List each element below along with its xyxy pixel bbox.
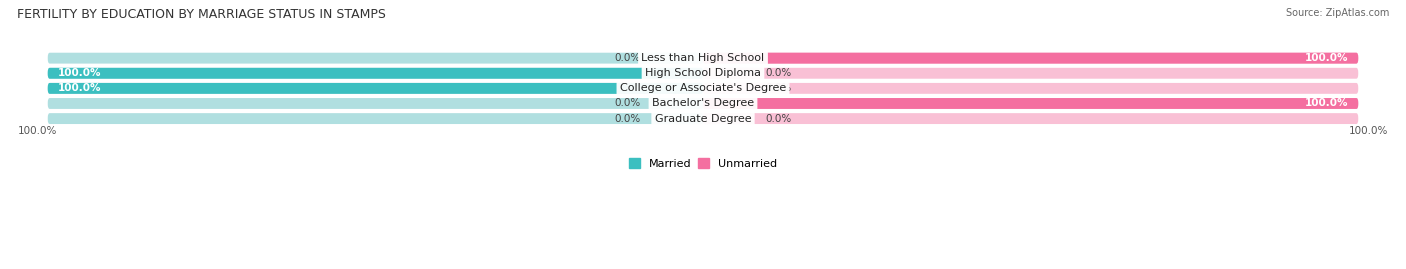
FancyBboxPatch shape <box>703 83 755 94</box>
FancyBboxPatch shape <box>48 113 703 124</box>
Text: Bachelor's Degree: Bachelor's Degree <box>652 98 754 108</box>
FancyBboxPatch shape <box>651 53 703 63</box>
Text: 100.0%: 100.0% <box>1305 53 1348 63</box>
FancyBboxPatch shape <box>703 53 1358 63</box>
Text: 100.0%: 100.0% <box>1348 126 1388 136</box>
Text: 0.0%: 0.0% <box>614 53 641 63</box>
Text: Graduate Degree: Graduate Degree <box>655 114 751 123</box>
FancyBboxPatch shape <box>48 68 703 79</box>
Text: FERTILITY BY EDUCATION BY MARRIAGE STATUS IN STAMPS: FERTILITY BY EDUCATION BY MARRIAGE STATU… <box>17 8 385 21</box>
Text: 100.0%: 100.0% <box>58 68 101 78</box>
FancyBboxPatch shape <box>703 98 1358 109</box>
Text: 0.0%: 0.0% <box>765 68 792 78</box>
Text: 0.0%: 0.0% <box>614 114 641 123</box>
FancyBboxPatch shape <box>651 98 703 109</box>
FancyBboxPatch shape <box>48 83 703 94</box>
FancyBboxPatch shape <box>651 113 703 124</box>
FancyBboxPatch shape <box>703 68 1358 79</box>
Text: Less than High School: Less than High School <box>641 53 765 63</box>
FancyBboxPatch shape <box>703 53 1358 63</box>
FancyBboxPatch shape <box>703 98 1358 109</box>
Text: 100.0%: 100.0% <box>1305 98 1348 108</box>
Text: 0.0%: 0.0% <box>765 83 792 93</box>
FancyBboxPatch shape <box>703 113 1358 124</box>
FancyBboxPatch shape <box>48 98 703 109</box>
Text: 0.0%: 0.0% <box>765 114 792 123</box>
Text: 0.0%: 0.0% <box>614 98 641 108</box>
Text: 100.0%: 100.0% <box>58 83 101 93</box>
FancyBboxPatch shape <box>703 113 755 124</box>
Text: Source: ZipAtlas.com: Source: ZipAtlas.com <box>1285 8 1389 18</box>
FancyBboxPatch shape <box>48 53 703 63</box>
Legend: Married, Unmarried: Married, Unmarried <box>624 154 782 173</box>
FancyBboxPatch shape <box>703 68 755 79</box>
Text: High School Diploma: High School Diploma <box>645 68 761 78</box>
Text: College or Associate's Degree: College or Associate's Degree <box>620 83 786 93</box>
FancyBboxPatch shape <box>48 83 703 94</box>
FancyBboxPatch shape <box>703 83 1358 94</box>
FancyBboxPatch shape <box>48 68 703 79</box>
Text: 100.0%: 100.0% <box>18 126 58 136</box>
